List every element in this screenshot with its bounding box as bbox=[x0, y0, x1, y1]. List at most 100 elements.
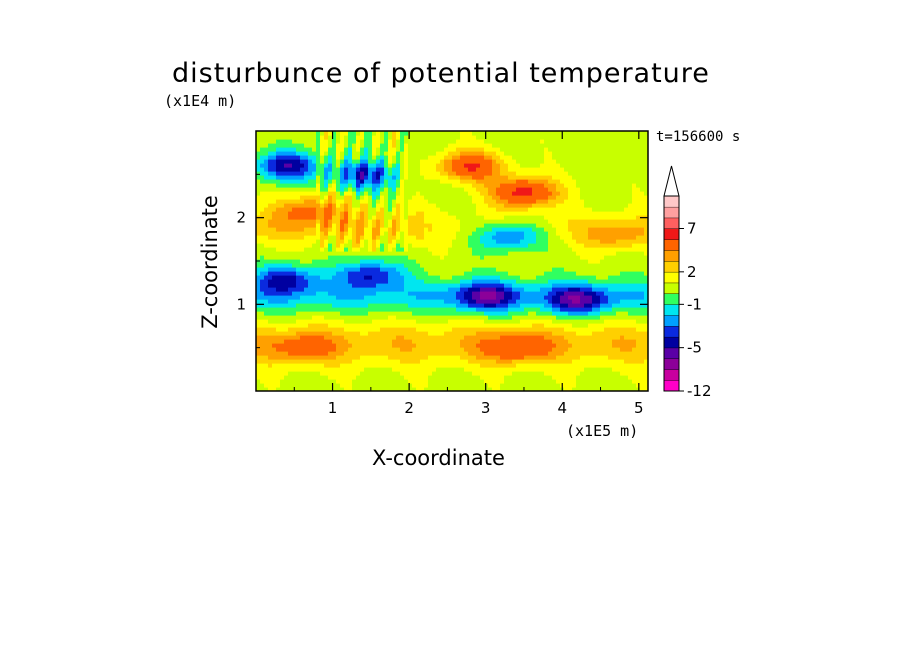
contour-cell bbox=[384, 275, 389, 280]
contour-cell bbox=[552, 239, 557, 244]
contour-cell bbox=[272, 207, 277, 212]
contour-cell bbox=[368, 159, 373, 164]
contour-cell bbox=[492, 299, 497, 304]
contour-cell bbox=[320, 215, 325, 220]
contour-cell bbox=[480, 291, 485, 296]
contour-cell bbox=[336, 279, 341, 284]
contour-cell bbox=[328, 215, 333, 220]
contour-cell bbox=[472, 167, 477, 172]
contour-cell bbox=[384, 235, 389, 240]
contour-cell bbox=[408, 159, 413, 164]
contour-cell bbox=[332, 343, 337, 348]
contour-cell bbox=[376, 299, 381, 304]
contour-cell bbox=[504, 303, 509, 308]
contour-cell bbox=[536, 335, 541, 340]
contour-cell bbox=[448, 199, 453, 204]
contour-cell bbox=[300, 291, 305, 296]
contour-cell bbox=[276, 259, 281, 264]
contour-cell bbox=[448, 323, 453, 328]
contour-cell bbox=[360, 187, 365, 192]
contour-cell bbox=[356, 251, 361, 256]
contour-cell bbox=[296, 159, 301, 164]
contour-cell bbox=[376, 171, 381, 176]
contour-cell bbox=[456, 263, 461, 268]
contour-cell bbox=[476, 183, 481, 188]
contour-cell bbox=[304, 371, 309, 376]
contour-cell bbox=[428, 231, 433, 236]
contour-cell bbox=[548, 343, 553, 348]
contour-cell bbox=[500, 199, 505, 204]
contour-cell bbox=[360, 143, 365, 148]
contour-cell bbox=[492, 343, 497, 348]
contour-cell bbox=[548, 267, 553, 272]
contour-cell bbox=[328, 247, 333, 252]
contour-cell bbox=[484, 215, 489, 220]
contour-cell bbox=[324, 315, 329, 320]
contour-cell bbox=[512, 175, 517, 180]
contour-cell bbox=[432, 187, 437, 192]
contour-cell bbox=[404, 347, 409, 352]
contour-cell bbox=[268, 267, 273, 272]
contour-cell bbox=[560, 203, 565, 208]
contour-cell bbox=[348, 143, 353, 148]
contour-cell bbox=[372, 171, 377, 176]
contour-cell bbox=[312, 299, 317, 304]
contour-cell bbox=[368, 263, 373, 268]
contour-cell bbox=[344, 187, 349, 192]
contour-cell bbox=[440, 347, 445, 352]
contour-cell bbox=[384, 207, 389, 212]
contour-cell bbox=[360, 319, 365, 324]
contour-cell bbox=[380, 171, 385, 176]
contour-cell bbox=[428, 387, 433, 391]
contour-cell bbox=[316, 199, 321, 204]
contour-cell bbox=[544, 371, 549, 376]
contour-cell bbox=[544, 167, 549, 172]
contour-cell bbox=[288, 171, 293, 176]
contour-cell bbox=[336, 247, 341, 252]
contour-cell bbox=[552, 359, 557, 364]
contour-cell bbox=[312, 211, 317, 216]
contour-cell bbox=[324, 147, 329, 152]
contour-cell bbox=[560, 255, 565, 260]
contour-cell bbox=[320, 311, 325, 316]
contour-cell bbox=[544, 151, 549, 156]
contour-cell bbox=[456, 355, 461, 360]
contour-cell bbox=[320, 159, 325, 164]
contour-cell bbox=[516, 155, 521, 160]
contour-cell bbox=[392, 331, 397, 336]
contour-cell bbox=[296, 335, 301, 340]
contour-cell bbox=[352, 359, 357, 364]
contour-cell bbox=[484, 387, 489, 391]
contour-cell bbox=[440, 139, 445, 144]
contour-cell bbox=[292, 155, 297, 160]
contour-cell bbox=[340, 331, 345, 336]
contour-cell bbox=[420, 175, 425, 180]
contour-cell bbox=[432, 191, 437, 196]
contour-cell bbox=[300, 151, 305, 156]
contour-cell bbox=[296, 387, 301, 391]
contour-cell bbox=[376, 175, 381, 180]
contour-cell bbox=[320, 259, 325, 264]
contour-cell bbox=[560, 371, 565, 376]
contour-cell bbox=[276, 219, 281, 224]
contour-cell bbox=[424, 183, 429, 188]
contour-cell bbox=[480, 319, 485, 324]
contour-cell bbox=[260, 171, 265, 176]
contour-cell bbox=[296, 195, 301, 200]
contour-cell bbox=[480, 199, 485, 204]
contour-cell bbox=[392, 147, 397, 152]
contour-cell bbox=[436, 355, 441, 360]
contour-cell bbox=[392, 263, 397, 268]
contour-cell bbox=[308, 387, 313, 391]
contour-cell bbox=[492, 363, 497, 368]
contour-cell bbox=[552, 179, 557, 184]
contour-cell bbox=[292, 291, 297, 296]
contour-cell bbox=[472, 179, 477, 184]
contour-cell bbox=[504, 279, 509, 284]
contour-cell bbox=[544, 339, 549, 344]
contour-cell bbox=[540, 275, 545, 280]
contour-cell bbox=[504, 379, 509, 384]
contour-cell bbox=[436, 291, 441, 296]
contour-cell bbox=[488, 131, 493, 136]
contour-cell bbox=[312, 143, 317, 148]
